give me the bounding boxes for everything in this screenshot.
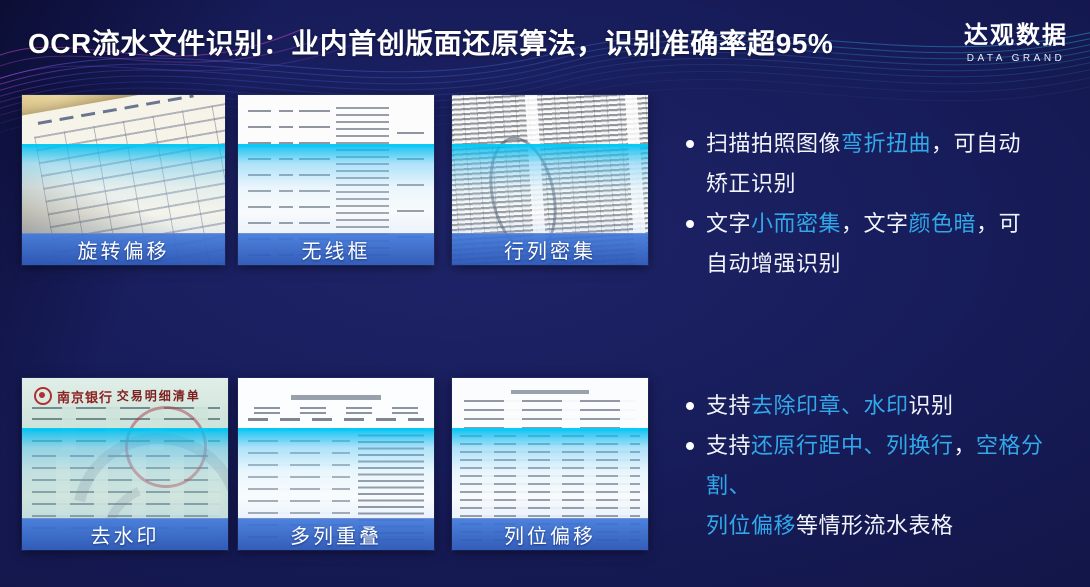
bullet-line: 支持去除印章、水印识别: [706, 386, 1084, 426]
thumbnail-label: 列位偏移: [452, 518, 648, 550]
bullet-item: 支持去除印章、水印识别: [684, 386, 1084, 426]
bullet-line: 矫正识别: [706, 164, 1084, 204]
text-segment: 等情形流水表格: [796, 513, 954, 538]
text-segment: 自动增强识别: [706, 251, 842, 276]
document-title-line: [510, 390, 590, 395]
bullet-line: 支持还原行距中、列换行，空格分割、: [706, 426, 1084, 506]
table-header-line: [247, 417, 425, 421]
highlight-segment: 颜色暗: [908, 211, 977, 236]
highlight-segment: 空格分割、: [706, 433, 1044, 498]
thumbnail-column-overlap: 多列重叠: [238, 378, 434, 550]
thumbnail-rotate-offset: 旋转偏移: [22, 95, 225, 265]
thumbnail-dense-table: 行列密集: [452, 95, 648, 265]
thumbnail-no-border: 无线框: [238, 95, 434, 265]
bank-logo-icon: [34, 387, 53, 406]
text-segment: ，: [953, 433, 977, 458]
text-lines: [253, 412, 419, 415]
bullet-line: 扫描拍照图像弯折扭曲，可自动: [706, 124, 1084, 164]
text-segment: 矫正识别: [706, 171, 797, 196]
thumbnail-label: 去水印: [22, 518, 228, 550]
thumbnail-label: 行列密集: [452, 233, 648, 265]
document-title-line: [290, 395, 382, 401]
text-segment: ，文字: [841, 211, 909, 236]
bullet-item: 支持还原行距中、列换行，空格分割、 列位偏移等情形流水表格: [684, 426, 1084, 546]
thumbnail-label: 多列重叠: [238, 518, 434, 550]
header-field-lines: [463, 400, 637, 428]
text-segment: ，可自动: [931, 131, 1022, 156]
bank-name: 南京银行: [57, 389, 114, 405]
brand-logo: 达观数据 DATA GRAND: [964, 15, 1068, 64]
highlight-segment: 还原行距中、列换行: [751, 433, 954, 458]
text-segment: 识别: [908, 393, 954, 418]
thumbnail-column-shift: 列位偏移: [452, 378, 648, 550]
highlight-segment: 小而密集: [751, 211, 842, 236]
feature-list-bottom: 支持去除印章、水印识别 支持还原行距中、列换行，空格分割、 列位偏移等情形流水表…: [684, 386, 1084, 546]
text-lines: [37, 95, 195, 125]
page-title: OCR流水文件识别：业内首创版面还原算法，识别准确率超95%: [28, 28, 834, 59]
statement-title: 交易明细清单: [116, 389, 201, 404]
text-segment: 支持: [706, 433, 752, 458]
brand-logo-cn: 达观数据: [964, 22, 1068, 49]
feature-list-top: 扫描拍照图像弯折扭曲，可自动 矫正识别 文字小而密集，文字颜色暗，可 自动增强识…: [684, 124, 1084, 284]
highlight-segment: 列位偏移: [706, 513, 797, 538]
bullet-line: 文字小而密集，文字颜色暗，可: [706, 204, 1084, 244]
text-segment: 文字: [706, 211, 752, 236]
text-segment: 扫描拍照图像: [706, 131, 842, 156]
brand-logo-en: DATA GRAND: [966, 53, 1066, 64]
thumbnail-label: 旋转偏移: [22, 233, 225, 265]
text-segment: 支持: [706, 393, 752, 418]
bullet-line: 列位偏移等情形流水表格: [706, 506, 1084, 546]
text-segment: ，可: [976, 211, 1022, 236]
bullet-item: 文字小而密集，文字颜色暗，可 自动增强识别: [684, 204, 1084, 284]
bullet-line: 自动增强识别: [706, 244, 1084, 284]
bullet-item: 扫描拍照图像弯折扭曲，可自动 矫正识别: [684, 124, 1084, 204]
highlight-segment: 弯折扭曲: [841, 131, 932, 156]
thumbnail-watermark-removal: 南京银行 交易明细清单 去水印: [22, 378, 228, 550]
highlight-segment: 去除印章、水印: [751, 393, 909, 418]
thumbnail-label: 无线框: [238, 233, 434, 265]
text-lines: [253, 407, 419, 410]
